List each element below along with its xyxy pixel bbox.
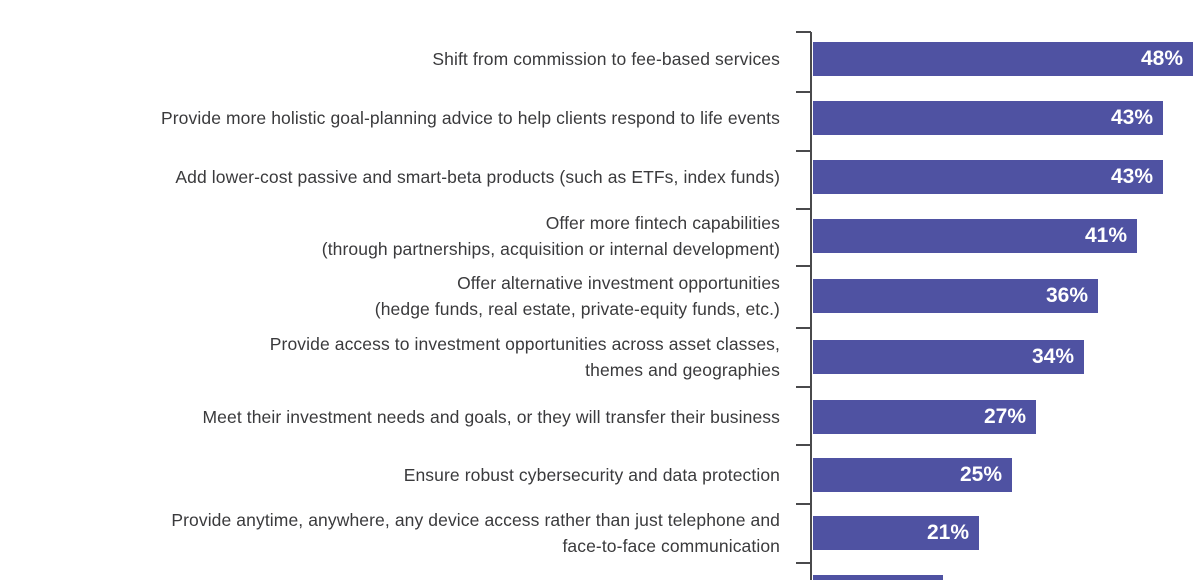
bar: 36% — [813, 279, 1098, 313]
y-axis-line — [810, 32, 812, 580]
value-label: 25% — [959, 463, 1002, 486]
value-label: 43% — [1110, 106, 1153, 129]
axis-tick — [796, 503, 811, 505]
value-label: 27% — [983, 405, 1026, 428]
category-label: Offer alternative investment opportuniti… — [0, 270, 780, 322]
category-label-line: Provide more holistic goal-planning advi… — [160, 108, 780, 128]
bar: 34% — [813, 340, 1084, 374]
axis-tick — [796, 91, 811, 93]
value-label: 36% — [1045, 284, 1088, 307]
category-label-line: Provide anytime, anywhere, any device ac… — [171, 510, 780, 530]
category-label-line: themes and geographies — [585, 360, 780, 380]
bar: 43% — [813, 160, 1163, 194]
category-label: Provide anytime, anywhere, any device ac… — [0, 507, 780, 559]
axis-tick — [796, 31, 811, 33]
bar: 21% — [813, 516, 979, 550]
axis-tick — [796, 562, 811, 564]
value-label: 41% — [1084, 224, 1127, 247]
bar: 43% — [813, 101, 1163, 135]
axis-tick — [796, 265, 811, 267]
category-label: Offer more fintech capabilities (through … — [0, 210, 780, 262]
category-label: Provide more holistic goal-planning advi… — [0, 105, 780, 131]
axis-tick — [796, 150, 811, 152]
value-label: 43% — [1110, 165, 1153, 188]
category-label: Provide access to investment opportuniti… — [0, 331, 780, 383]
category-label-line: (through partnerships, acquisition or in… — [321, 239, 780, 259]
category-label-line: Meet their investment needs and goals, o… — [202, 407, 780, 427]
bar: 48% — [813, 42, 1193, 76]
category-label-line: Provide access to investment opportuniti… — [269, 334, 780, 354]
category-label: Add lower-cost passive and smart-beta pr… — [0, 164, 780, 190]
category-label-line: (hedge funds, real estate, private-equit… — [374, 299, 780, 319]
value-label: 34% — [1031, 345, 1074, 368]
category-label-line: Ensure robust cybersecurity and data pro… — [403, 465, 780, 485]
truncated-bar — [813, 575, 943, 580]
value-label: 21% — [926, 521, 969, 544]
axis-tick — [796, 208, 811, 210]
category-label-line: Offer more fintech capabilities — [545, 213, 780, 233]
axis-tick — [796, 327, 811, 329]
category-label: Shift from commission to fee-based servi… — [0, 46, 780, 72]
axis-tick — [796, 444, 811, 446]
category-label-line: Add lower-cost passive and smart-beta pr… — [175, 167, 780, 187]
axis-tick — [796, 386, 811, 388]
bar: 25% — [813, 458, 1012, 492]
category-label-line: Shift from commission to fee-based servi… — [432, 49, 780, 69]
category-label-line: Offer alternative investment opportuniti… — [457, 273, 780, 293]
bar: 27% — [813, 400, 1036, 434]
category-label-line: face-to-face communication — [562, 536, 780, 556]
category-label: Ensure robust cybersecurity and data pro… — [0, 462, 780, 488]
bar: 41% — [813, 219, 1137, 253]
value-label: 48% — [1140, 47, 1183, 70]
category-label: Meet their investment needs and goals, o… — [0, 404, 780, 430]
